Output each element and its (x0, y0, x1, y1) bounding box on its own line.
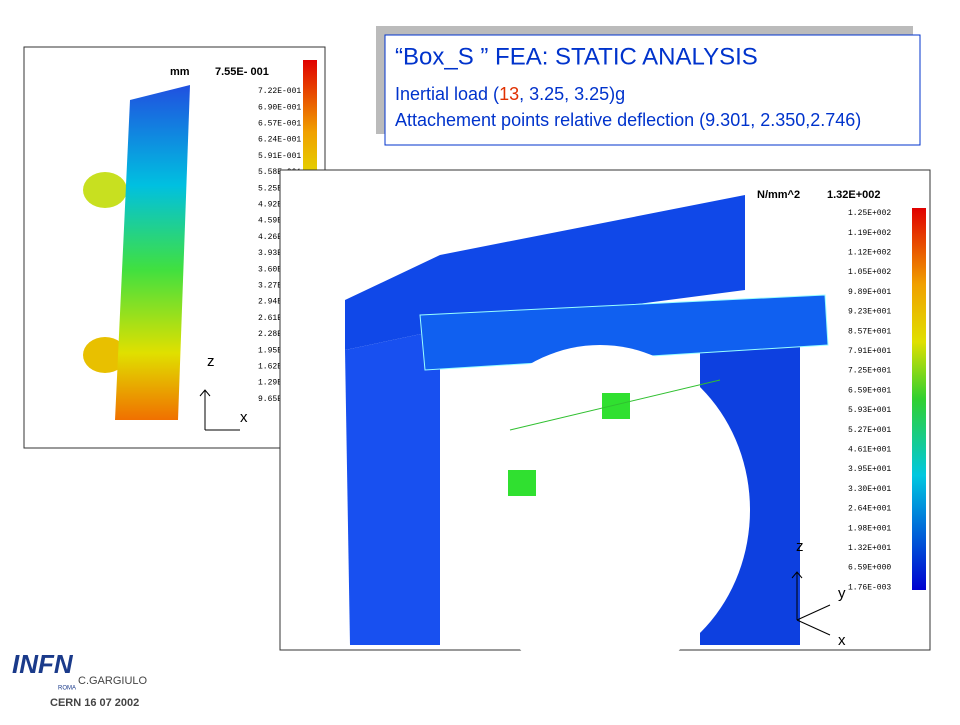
unit: N/mm^2 (757, 189, 800, 201)
scale-label: 1.76E-003 (848, 583, 891, 592)
lug (83, 337, 127, 373)
scale-label: 6.59E+000 (848, 564, 891, 573)
lug (83, 172, 127, 208)
subtitle: Inertial load (13, 3.25, 3.25)g (395, 84, 625, 104)
scale-labels: 1.25E+002 1.19E+002 1.12E+002 1.05E+002 9.89… (848, 209, 891, 592)
scale-label: 7.25E+001 (848, 367, 891, 376)
max-value: 1.32E+002 (827, 189, 881, 201)
link (509, 379, 721, 431)
axis-label: z (796, 538, 804, 555)
axis-label: y (838, 585, 846, 602)
structure (345, 195, 745, 350)
axis-triad (199, 389, 240, 431)
scale-label: 2.64E+001 (848, 505, 891, 514)
axis-triad (791, 571, 831, 636)
date: CERN 16 07 2002 (50, 697, 139, 709)
scale-label: 4.61E+001 (848, 446, 891, 455)
structure (345, 330, 440, 645)
color-scale (912, 208, 926, 590)
opening (450, 345, 750, 675)
scale-label: 5.27E+001 (848, 426, 891, 435)
text: Inertial load ( (395, 84, 499, 104)
scale-label: 9.23E+001 (848, 308, 891, 317)
scale-label: 6.57E-001 (258, 120, 301, 129)
scale-label: 1.05E+002 (848, 268, 891, 277)
footer: INFN ROMA C.GARGIULO CERN 16 07 2002 (12, 649, 148, 709)
scale-label: 1.12E+002 (848, 249, 891, 258)
left-plot: mm 7.55E- 001 7.22E-001 6.90E-001 6.57E-00… (23, 46, 326, 449)
scale-label: 5.93E+001 (848, 406, 891, 415)
mass (508, 470, 536, 496)
scale-label: 7.22E-001 (258, 87, 301, 96)
axis-label: z (207, 353, 215, 370)
scale-label: 6.24E-001 (258, 136, 301, 145)
scale-label: 7.91E+001 (848, 347, 891, 356)
scale-label: 6.59E+001 (848, 386, 891, 395)
structure (419, 294, 829, 371)
logo: INFN (12, 649, 74, 679)
scale-label: 6.90E-001 (258, 103, 301, 112)
scale-label: 5.91E-001 (258, 152, 301, 161)
title: “Box_S ” FEA: STATIC ANALYSIS (395, 43, 758, 70)
text: , 3.25, 3.25)g (519, 84, 625, 104)
scale-label: 9.89E+001 (848, 288, 891, 297)
beam (115, 85, 190, 420)
scale-label: 8.57E+001 (848, 327, 891, 336)
author: C.GARGIULO (78, 675, 148, 687)
max-value: 7.55E- 001 (215, 66, 269, 78)
scale-label: 3.95E+001 (848, 465, 891, 474)
scale-label: 3.30E+001 (848, 485, 891, 494)
scale-label: 1.98E+001 (848, 524, 891, 533)
logo-sub: ROMA (58, 686, 76, 692)
axis-label: x (240, 409, 248, 426)
right-plot: N/mm^2 1.32E+002 1.25E+002 1.19E+002 1.12E… (279, 169, 931, 675)
axis-label: x (838, 632, 846, 649)
highlight: 13 (499, 84, 519, 104)
unit: mm (170, 66, 190, 78)
scale-label: 1.32E+001 (848, 544, 891, 553)
box (384, 34, 921, 146)
scale-label: 1.25E+002 (848, 209, 891, 218)
mass (602, 393, 630, 419)
title-box: “Box_S ” FEA: STATIC ANALYSIS Inertial l… (376, 26, 921, 146)
subtitle: Attachement points relative deflection (… (395, 110, 861, 130)
scale-label: 1.19E+002 (848, 229, 891, 238)
